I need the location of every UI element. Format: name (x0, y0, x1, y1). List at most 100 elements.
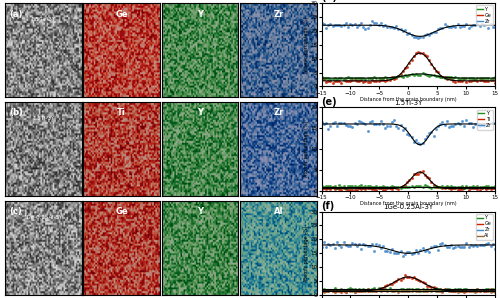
Point (342, 288, 349, 293)
Point (428, 179, 436, 184)
Point (318, 77, 326, 82)
Point (474, 22, 482, 27)
Point (340, 77, 347, 81)
Point (328, 120, 336, 125)
Point (328, 76, 336, 81)
Point (412, 34, 420, 39)
Point (357, 246, 365, 251)
Point (364, 288, 372, 293)
Point (432, 288, 440, 293)
Point (377, 186, 385, 190)
Point (392, 185, 400, 190)
Point (430, 184, 438, 189)
Point (484, 76, 492, 81)
Point (331, 289, 339, 294)
Point (464, 187, 472, 192)
Point (401, 273, 409, 277)
Point (399, 128, 407, 133)
Point (458, 78, 466, 83)
Point (438, 288, 446, 293)
Point (328, 287, 336, 292)
Point (428, 62, 436, 66)
Point (432, 30, 440, 35)
Point (482, 288, 490, 293)
Point (342, 78, 349, 83)
Point (368, 288, 376, 293)
Point (406, 249, 413, 254)
Point (388, 24, 396, 29)
Point (324, 288, 332, 293)
Point (372, 187, 380, 192)
Point (445, 288, 453, 293)
Point (344, 287, 352, 292)
Point (445, 245, 453, 250)
Point (480, 185, 488, 190)
Point (418, 71, 426, 76)
Point (399, 69, 407, 74)
Point (394, 26, 402, 31)
Point (399, 254, 407, 258)
Point (406, 185, 413, 190)
Point (412, 277, 420, 281)
Point (324, 79, 332, 83)
Point (412, 72, 420, 76)
Point (390, 75, 398, 80)
Point (364, 244, 372, 249)
Point (430, 287, 438, 292)
Point (423, 134, 431, 139)
Point (476, 77, 484, 82)
Point (364, 26, 372, 30)
Point (399, 74, 407, 79)
Point (438, 74, 446, 79)
Point (340, 77, 347, 82)
Point (360, 80, 368, 85)
Point (338, 286, 345, 291)
Point (440, 185, 448, 190)
Point (442, 288, 450, 293)
Point (434, 248, 442, 252)
Point (372, 288, 380, 293)
Point (384, 288, 392, 292)
Point (474, 184, 482, 189)
Point (436, 74, 444, 78)
Point (401, 66, 409, 71)
Point (320, 121, 328, 126)
Point (442, 184, 450, 189)
Legend: Y, Ti, Zr: Y, Ti, Zr (477, 110, 492, 130)
Point (381, 287, 389, 292)
Point (462, 287, 470, 292)
Point (456, 184, 464, 189)
Point (469, 77, 477, 82)
Point (458, 289, 466, 294)
Point (360, 288, 368, 293)
Point (346, 123, 354, 128)
Point (333, 23, 341, 27)
Point (436, 26, 444, 30)
Point (460, 289, 468, 294)
Point (480, 124, 488, 128)
Point (384, 24, 392, 29)
Point (458, 186, 466, 191)
Point (394, 288, 402, 293)
Point (464, 245, 472, 250)
Point (350, 241, 358, 246)
Point (348, 287, 356, 292)
Point (355, 242, 363, 246)
Point (352, 75, 360, 80)
Legend: Y, Ge, Zr, Al: Y, Ge, Zr, Al (476, 214, 492, 240)
Point (386, 288, 394, 293)
Point (326, 288, 334, 292)
Point (403, 32, 411, 36)
Point (390, 280, 398, 284)
Point (388, 282, 396, 286)
Point (414, 35, 422, 40)
Point (344, 287, 352, 292)
Point (392, 250, 400, 255)
Point (318, 120, 326, 125)
Point (374, 242, 382, 247)
Point (423, 287, 431, 292)
Point (454, 187, 462, 192)
Point (320, 184, 328, 189)
Point (478, 123, 486, 128)
Point (340, 240, 347, 245)
